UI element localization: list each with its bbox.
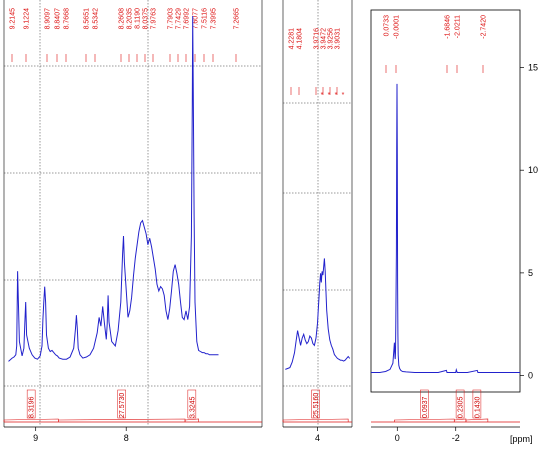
aromatic-peak-label: 8.7668 [64, 8, 71, 30]
aromatic-peak-label: 9.2145 [10, 8, 17, 30]
aromatic-x-tick-label: 9 [33, 433, 38, 443]
aromatic-peak-label: 8.1190 [135, 8, 142, 29]
aromatic-integral-box [187, 389, 197, 419]
aromatic-peak-label: 7.7429 [176, 8, 183, 30]
aromatic-peak-label: 7.6077 [193, 8, 200, 30]
aliphatic-peak-marker: * [321, 92, 324, 99]
y-tick-label: 5 [528, 268, 533, 278]
aliphatic-integral-box [311, 389, 320, 419]
aliphatic-peak-marker: * [342, 92, 345, 99]
aliphatic-peak-label: 3.9716 [314, 28, 321, 50]
full-integral-bracket [453, 418, 467, 422]
aliphatic-peak-marker: * [328, 92, 331, 99]
full-peak-label: -2.7420 [481, 15, 488, 39]
aromatic-peak-label: 8.9097 [45, 8, 52, 30]
full-integral-box [472, 389, 482, 419]
full-range-panel: 0 -2 0 5 10 15 0.0733 -0.0001 -1.6846 -2.0211 -2.7… [370, 9, 538, 443]
full-integral-bracket [465, 418, 489, 422]
aliphatic-peak-label: 4.2281 [289, 28, 296, 50]
y-tick-label: 15 [528, 63, 538, 73]
full-peak-label: -2.0211 [455, 15, 462, 38]
aromatic-integral-label: 27.5730 [119, 393, 126, 418]
aliphatic-peak-label: 3.9031 [335, 28, 342, 50]
aromatic-integral-bracket [184, 418, 199, 422]
full-panel-frame [370, 9, 521, 393]
aromatic-peak-label: 7.6992 [184, 8, 191, 30]
full-peak-label: 0.0733 [384, 15, 391, 37]
aliphatic-peak-label: 4.1804 [297, 28, 304, 50]
x-axis-label: [ppm] [510, 434, 533, 444]
aromatic-x-tick-label: 8 [124, 433, 129, 443]
aromatic-peak-label: 7.3995 [211, 8, 218, 30]
aromatic-peak-label: 8.2035 [127, 8, 134, 30]
full-integral-box [420, 389, 429, 419]
aromatic-integral-label: 3.3245 [189, 396, 196, 418]
full-integral-box [455, 389, 465, 419]
aliphatic-peak-marker: * [335, 92, 338, 99]
full-integral-label: 0.2305 [458, 396, 465, 418]
aliphatic-peak-label: 3.9472 [321, 28, 328, 50]
aromatic-peak-label: 8.0375 [143, 8, 150, 30]
aromatic-integral-bracket [58, 418, 186, 422]
aromatic-peak-label: 8.5651 [84, 8, 91, 30]
aromatic-peak-label: 8.5342 [93, 8, 100, 30]
aromatic-integral-box [117, 389, 126, 419]
aliphatic-x-tick-label: 4 [315, 433, 320, 443]
aromatic-panel: 9 89.2145 9.1224 8.9097 8.8407 8.7668 8.5651 8.… [3, 0, 263, 443]
aromatic-peak-label: 8.2608 [119, 8, 126, 30]
aromatic-peak-label: 9.1224 [24, 8, 31, 30]
y-tick-label: 10 [528, 165, 538, 175]
full-integral-label: 0.0937 [422, 396, 429, 418]
full-spectrum-line [371, 83, 520, 373]
aromatic-integral-box [26, 389, 36, 419]
aromatic-peak-label: 8.8407 [55, 8, 62, 30]
full-x-tick-label: 0 [395, 433, 400, 443]
aromatic-peak-label: 7.9763 [151, 8, 158, 30]
aliphatic-integral-bracket [282, 418, 349, 422]
aliphatic-integral-label: 25.5160 [313, 393, 320, 418]
aromatic-integral-bracket [3, 418, 59, 422]
aromatic-spectrum-line [8, 15, 219, 362]
aliphatic-panel: 4 4.2281 4.1804 3.9716 3.9472 3.9256 3.9031 * * *… [282, 0, 353, 443]
aliphatic-peak-label: 3.9256 [328, 28, 335, 50]
aromatic-integral-label: 8.3196 [29, 396, 36, 418]
full-peak-label: -1.6846 [445, 15, 452, 39]
full-integral-label: 0.1430 [474, 396, 481, 418]
full-integral-bracket [394, 418, 455, 422]
full-x-tick-label: -2 [452, 433, 460, 443]
y-tick-label: 0 [528, 371, 533, 381]
aromatic-peak-label: 7.2665 [234, 8, 241, 30]
aromatic-peak-label: 7.7903 [168, 8, 175, 30]
aliphatic-spectrum-line [285, 258, 351, 370]
aromatic-peak-label: 7.5116 [202, 8, 209, 29]
full-peak-label: -0.0001 [394, 15, 401, 39]
